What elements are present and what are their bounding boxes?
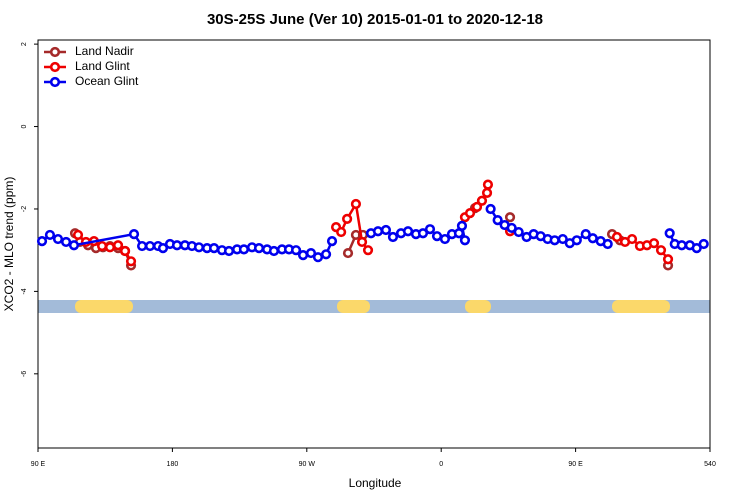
data-point: [655, 245, 667, 256]
data-point: [456, 220, 468, 231]
data-point: [320, 249, 332, 260]
series: [36, 203, 709, 263]
x-tick-label: 180: [167, 461, 179, 468]
y-axis-label: XCO2 - MLO trend (ppm): [2, 177, 16, 312]
data-point: [571, 235, 582, 246]
ocean-strip: [38, 300, 710, 313]
legend-label: Land Nadir: [75, 44, 134, 58]
data-point: [504, 212, 516, 223]
data-point: [698, 238, 709, 250]
data-point: [52, 233, 64, 245]
data-point: [253, 243, 265, 254]
data-point: [223, 245, 235, 257]
data-point: [587, 233, 598, 244]
data-point: [439, 233, 451, 245]
data-point: [471, 201, 483, 213]
legend-label: Land Glint: [75, 59, 130, 73]
data-point: [290, 245, 302, 256]
data-point: [119, 245, 131, 257]
data-point: [417, 228, 429, 239]
data-point: [305, 247, 317, 259]
data-point: [648, 238, 660, 249]
data-point: [626, 233, 638, 245]
data-point: [602, 238, 613, 250]
data-point: [44, 229, 56, 241]
y-tick-label: -2: [21, 206, 28, 212]
data-point: [208, 243, 220, 254]
data-point: [326, 236, 338, 247]
legend-marker: [49, 61, 61, 73]
data-point: [424, 224, 436, 235]
data-point: [387, 231, 399, 243]
legend-label: Ocean Glint: [75, 74, 139, 88]
land-segment: [612, 300, 670, 313]
data-point: [157, 243, 169, 254]
x-tick-label: 90 E: [31, 461, 46, 468]
y-tick-label: -4: [21, 288, 28, 294]
data-point: [104, 242, 116, 253]
chart-title: 30S-25S June (Ver 10) 2015-01-01 to 2020…: [207, 11, 543, 28]
legend-marker: [49, 76, 61, 88]
data-point: [297, 250, 309, 261]
data-point: [431, 231, 443, 242]
data-point: [356, 236, 368, 248]
data-point: [506, 222, 517, 234]
data-point: [691, 243, 702, 254]
data-point: [112, 240, 124, 251]
data-point: [238, 244, 250, 255]
data-point: [312, 252, 324, 263]
y-tick-label: 2: [21, 42, 28, 46]
y-tick-label: -6: [21, 371, 28, 377]
data-point: [459, 235, 471, 246]
data-point: [171, 240, 183, 251]
data-point: [476, 195, 488, 206]
data-point: [136, 240, 148, 252]
land-segment: [465, 300, 491, 313]
data-point: [492, 214, 503, 226]
data-point: [125, 256, 137, 267]
data-point: [676, 240, 687, 251]
data-point: [68, 240, 80, 251]
data-point: [268, 245, 280, 257]
data-point: [662, 254, 674, 265]
x-axis-label: Longitude: [349, 476, 402, 490]
data-point: [342, 247, 354, 259]
data-point: [402, 226, 414, 237]
data-point: [96, 240, 108, 252]
x-tick-label: 0: [439, 461, 443, 468]
x-tick-label: 90 W: [299, 461, 316, 468]
data-point: [485, 203, 496, 215]
x-tick-label: 540: [704, 461, 716, 468]
data-point: [549, 235, 560, 246]
data-point: [580, 229, 591, 240]
data-point: [72, 229, 84, 241]
data-point: [36, 236, 48, 247]
y-tick-label: 0: [21, 124, 28, 128]
data-point: [513, 226, 524, 238]
data-point: [350, 198, 362, 210]
data-point: [342, 213, 353, 224]
land-strip: [38, 300, 710, 313]
data-point: [664, 228, 675, 239]
legend-marker: [49, 46, 61, 58]
data-point: [611, 231, 623, 243]
data-point: [144, 240, 156, 252]
data-point: [362, 245, 374, 256]
data-point: [193, 242, 205, 253]
data-point: [60, 236, 72, 248]
land-segment: [337, 300, 370, 313]
data-point: [336, 226, 347, 238]
series: [72, 179, 674, 267]
data-point: [482, 179, 494, 190]
data-point: [380, 224, 392, 236]
data-point: [557, 233, 568, 245]
data-point: [481, 187, 493, 198]
data-point: [464, 207, 476, 219]
x-tick-label: 90 E: [568, 461, 583, 468]
data-point: [372, 226, 384, 237]
data-point: [128, 229, 140, 240]
land-segment: [75, 300, 133, 313]
